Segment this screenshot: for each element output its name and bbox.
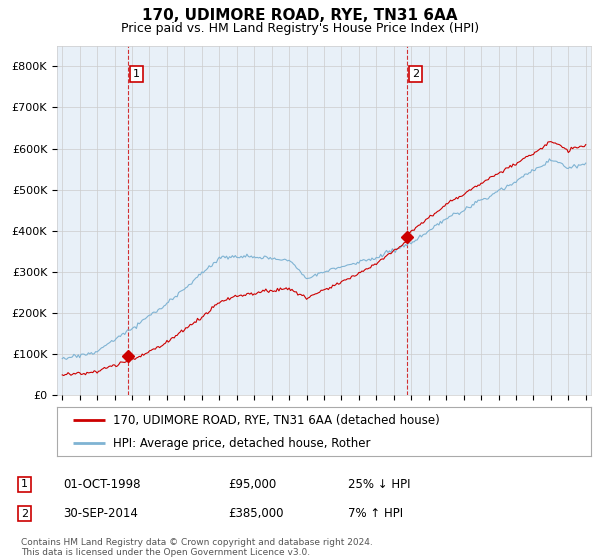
Text: 25% ↓ HPI: 25% ↓ HPI [348,478,410,491]
Text: 01-OCT-1998: 01-OCT-1998 [63,478,140,491]
Text: 7% ↑ HPI: 7% ↑ HPI [348,507,403,520]
Text: 170, UDIMORE ROAD, RYE, TN31 6AA (detached house): 170, UDIMORE ROAD, RYE, TN31 6AA (detach… [113,414,440,427]
Text: 1: 1 [21,479,28,489]
Text: £385,000: £385,000 [228,507,284,520]
Text: 30-SEP-2014: 30-SEP-2014 [63,507,138,520]
Text: 170, UDIMORE ROAD, RYE, TN31 6AA: 170, UDIMORE ROAD, RYE, TN31 6AA [142,8,458,24]
Text: HPI: Average price, detached house, Rother: HPI: Average price, detached house, Roth… [113,437,371,450]
Text: 2: 2 [412,69,419,79]
Text: £95,000: £95,000 [228,478,276,491]
Text: 1: 1 [133,69,140,79]
Text: 2: 2 [21,508,28,519]
Text: Price paid vs. HM Land Registry's House Price Index (HPI): Price paid vs. HM Land Registry's House … [121,22,479,35]
Text: Contains HM Land Registry data © Crown copyright and database right 2024.
This d: Contains HM Land Registry data © Crown c… [21,538,373,557]
